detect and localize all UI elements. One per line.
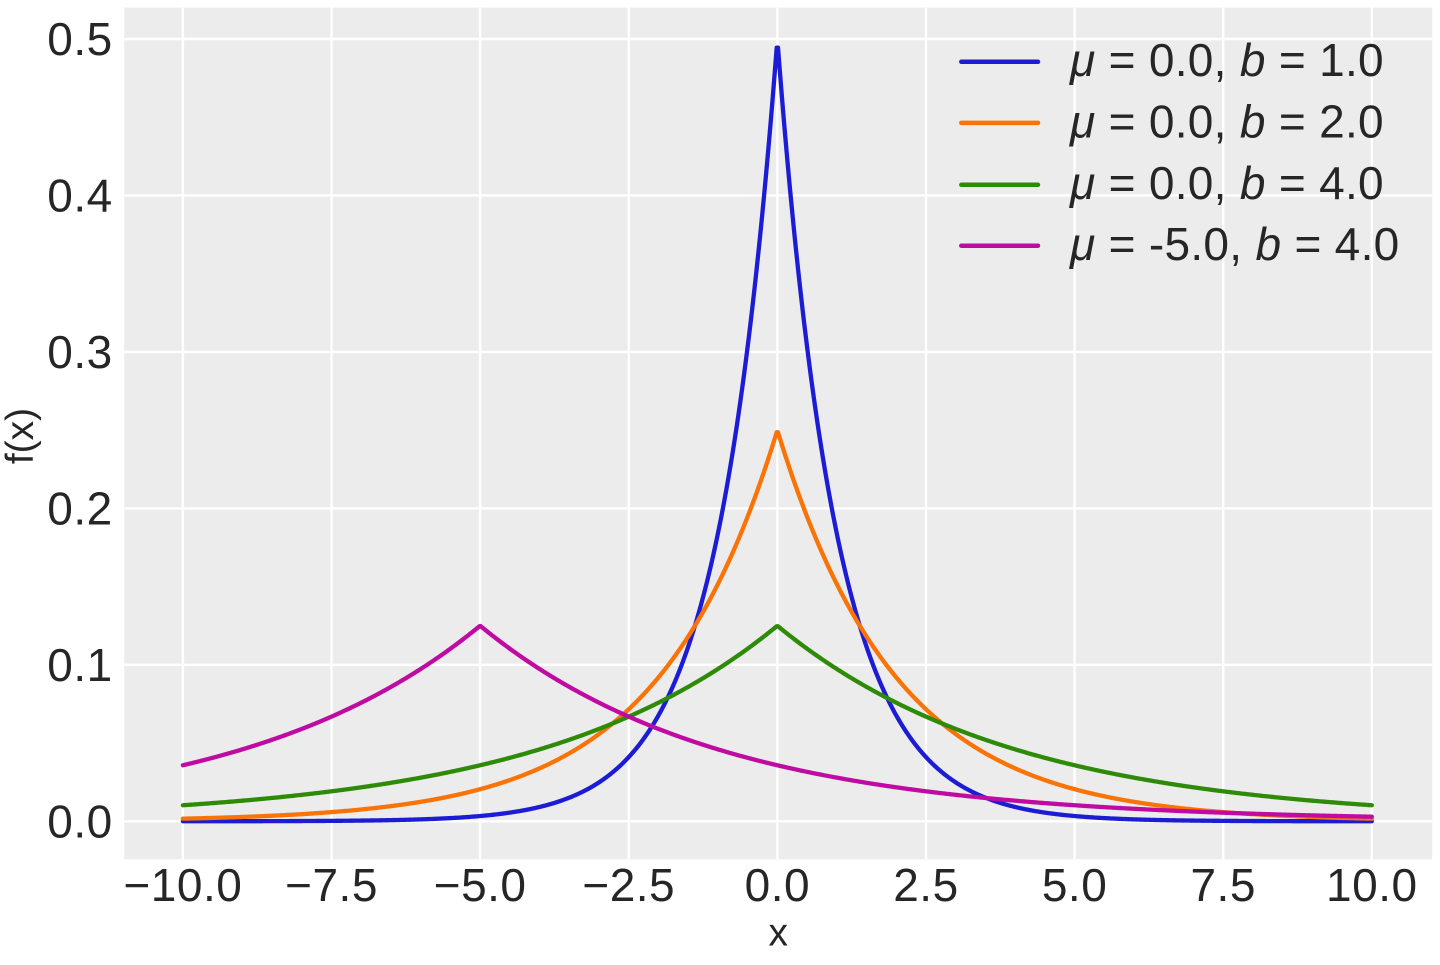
svg-text:μ = -5.0, b = 4.0: μ = -5.0, b = 4.0: [1069, 218, 1400, 270]
svg-text:0.0: 0.0: [47, 795, 112, 847]
svg-text:μ = 0.0, b = 2.0: μ = 0.0, b = 2.0: [1069, 95, 1384, 147]
svg-text:0.0: 0.0: [745, 859, 810, 911]
svg-text:−5.0: −5.0: [434, 859, 527, 911]
svg-text:f(x): f(x): [0, 408, 42, 464]
svg-text:−2.5: −2.5: [582, 859, 675, 911]
svg-text:−10.0: −10.0: [123, 859, 242, 911]
svg-text:0.5: 0.5: [47, 13, 112, 65]
svg-text:5.0: 5.0: [1042, 859, 1107, 911]
svg-text:0.4: 0.4: [47, 170, 112, 222]
svg-text:μ = 0.0, b = 1.0: μ = 0.0, b = 1.0: [1069, 34, 1384, 86]
svg-text:x: x: [769, 912, 789, 955]
svg-text:−7.5: −7.5: [285, 859, 378, 911]
svg-text:0.3: 0.3: [47, 326, 112, 378]
svg-text:10.0: 10.0: [1326, 859, 1418, 911]
svg-text:7.5: 7.5: [1190, 859, 1255, 911]
svg-text:μ = 0.0, b = 4.0: μ = 0.0, b = 4.0: [1069, 157, 1384, 209]
svg-text:2.5: 2.5: [893, 859, 958, 911]
svg-text:0.1: 0.1: [47, 639, 112, 691]
svg-text:0.2: 0.2: [47, 482, 112, 534]
